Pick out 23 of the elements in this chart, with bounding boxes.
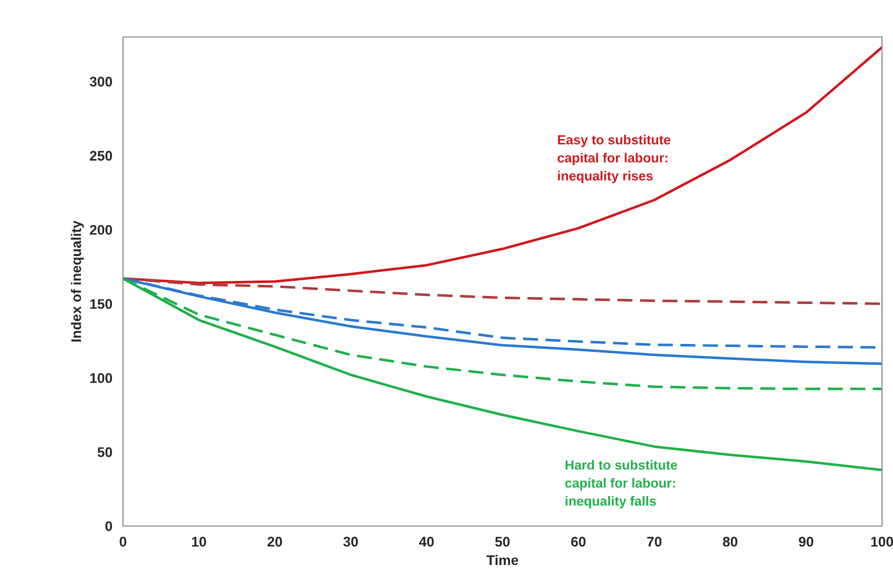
x-tick-label: 40 xyxy=(419,536,434,547)
x-tick-label: 20 xyxy=(268,536,282,547)
annotation: Easy to substitute capital for labour: inequality rises xyxy=(558,134,670,184)
y-tick-label: 250 xyxy=(90,150,112,161)
x-tick-label: 0 xyxy=(120,536,126,547)
y-tick-label: 300 xyxy=(90,76,112,87)
line-series xyxy=(123,277,882,305)
x-axis-title: Time xyxy=(486,554,518,566)
y-tick-label: 150 xyxy=(90,299,112,309)
annotation: Hard to substitute capital for labour: inequality falls xyxy=(565,460,678,508)
y-tick-label: 100 xyxy=(90,373,112,383)
x-tick-label: 80 xyxy=(722,536,738,547)
y-axis-title: Index of inequality xyxy=(70,220,84,342)
y-tick-label: 200 xyxy=(90,224,112,235)
x-tick-label: 10 xyxy=(192,536,206,547)
x-tick-label: 70 xyxy=(647,536,662,547)
x-tick-label: 50 xyxy=(495,536,510,547)
x-tick-label: 30 xyxy=(343,536,358,547)
x-tick-label: 60 xyxy=(571,536,586,547)
x-tick-label: 100 xyxy=(871,536,893,547)
y-tick-label: 50 xyxy=(98,447,112,458)
y-tick-label: 0 xyxy=(105,521,112,532)
x-tick-label: 90 xyxy=(798,536,814,547)
